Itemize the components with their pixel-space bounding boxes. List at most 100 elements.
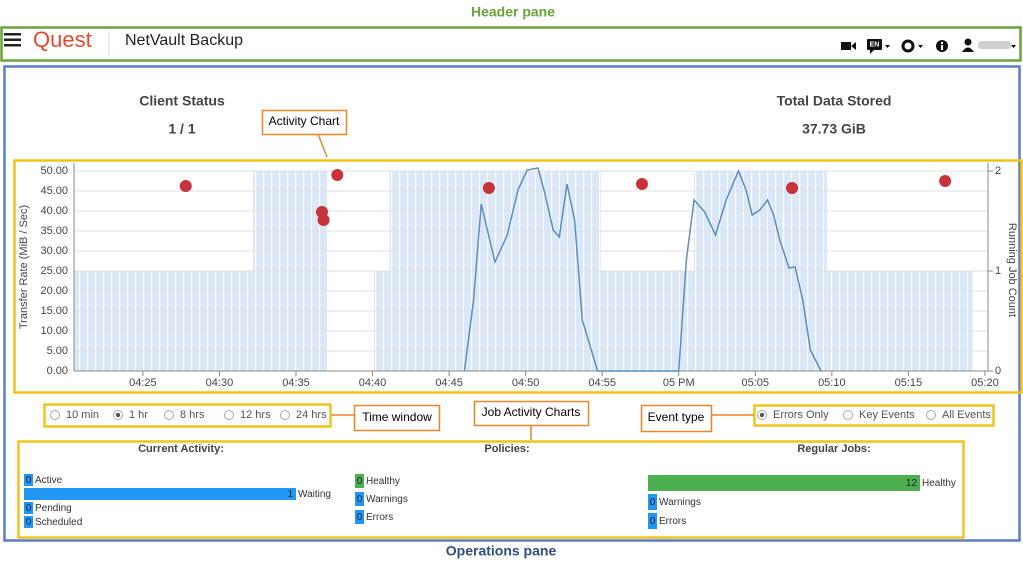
bar-label: Errors xyxy=(366,512,393,523)
bar-value: 0 xyxy=(650,497,656,508)
radio-button[interactable] xyxy=(280,410,290,420)
x-tick-label: 04:45 xyxy=(435,377,463,389)
job-bar xyxy=(355,510,364,524)
x-tick-label: 05 PM xyxy=(663,377,695,389)
job-bar xyxy=(24,516,33,528)
radio-label[interactable]: Key Events xyxy=(859,409,915,421)
operations-pane xyxy=(3,65,1021,542)
job-bar xyxy=(648,513,657,529)
logo[interactable]: Quest xyxy=(33,27,92,52)
job-bar xyxy=(24,474,33,486)
bar-label: Pending xyxy=(35,503,72,514)
radio-label[interactable]: 12 hrs xyxy=(240,409,271,421)
bar-value: 1 xyxy=(287,489,293,500)
job-bar xyxy=(355,474,364,488)
job-count-bar xyxy=(600,271,695,371)
radio-button[interactable] xyxy=(926,410,936,420)
user-menu[interactable] xyxy=(962,38,1016,53)
video-icon[interactable] xyxy=(841,42,856,50)
bar-label: Warnings xyxy=(659,497,701,508)
highlight-box xyxy=(43,403,332,428)
radio-button[interactable] xyxy=(843,410,853,420)
y-tick-label: 35.00 xyxy=(40,225,68,237)
radio-dot xyxy=(759,412,765,418)
bar-label: Errors xyxy=(659,516,686,527)
y2-tick-label: 2 xyxy=(995,165,1001,177)
job-count-bar xyxy=(827,271,973,371)
bar-label: Healthy xyxy=(922,478,956,489)
callout xyxy=(640,404,713,433)
y2-tick-label: 0 xyxy=(995,365,1001,377)
radio-label[interactable]: Errors Only xyxy=(773,409,829,421)
radio-label[interactable]: All Events xyxy=(942,409,991,421)
bar-value: 0 xyxy=(26,517,32,528)
y-axis-label: Transfer Rate (MiB / Sec) xyxy=(18,205,30,329)
language-label: EN xyxy=(870,41,880,48)
chart-title: Regular Jobs: xyxy=(797,443,870,455)
menu-button[interactable] xyxy=(4,33,21,47)
y-tick-label: 30.00 xyxy=(40,245,68,257)
y-tick-label: 15.00 xyxy=(40,305,68,317)
y-tick-label: 10.00 xyxy=(40,325,68,337)
x-tick-label: 05:15 xyxy=(895,377,923,389)
job-count-bar xyxy=(74,271,254,371)
event-point[interactable] xyxy=(482,182,495,194)
bar-label: Scheduled xyxy=(35,517,82,528)
job-bar xyxy=(24,502,33,514)
highlight-box xyxy=(13,159,1023,394)
y-tick-label: 40.00 xyxy=(40,205,68,217)
job-bar xyxy=(24,488,296,500)
x-tick-label: 04:50 xyxy=(512,377,540,389)
job-bar xyxy=(648,475,920,491)
controls: 10 min 1 hr 8 hrs 12 hrs 24 hrs Errors Only Ke… xyxy=(50,409,991,421)
radio-label[interactable]: 24 hrs xyxy=(296,409,327,421)
annotation: Header pane xyxy=(471,4,555,20)
annotation: Event type xyxy=(648,410,705,424)
bar-label: Healthy xyxy=(366,476,400,487)
bar-value: 0 xyxy=(357,512,363,523)
radio-label[interactable]: 8 hrs xyxy=(180,409,205,421)
callout-pointer xyxy=(317,133,328,158)
radio-button[interactable] xyxy=(164,410,174,420)
bar-value: 0 xyxy=(26,503,32,514)
callout xyxy=(261,109,348,136)
y-tick-label: 25.00 xyxy=(40,265,68,277)
status-value: 1 / 1 xyxy=(168,121,195,137)
annotation: Time window xyxy=(362,410,432,424)
bar-value: 0 xyxy=(26,475,32,486)
settings-icon[interactable] xyxy=(901,39,923,53)
radio-button[interactable] xyxy=(50,410,60,420)
x-tick-label: 04:25 xyxy=(129,377,157,389)
event-point[interactable] xyxy=(179,180,192,192)
bar-value: 12 xyxy=(906,478,918,489)
event-point[interactable] xyxy=(317,214,330,226)
event-point[interactable] xyxy=(939,175,952,187)
y2-axis-label: Running Job Count xyxy=(1006,223,1018,317)
bar-value: 0 xyxy=(357,494,363,505)
radio-button[interactable] xyxy=(224,410,234,420)
event-point[interactable] xyxy=(331,169,344,181)
radio-label[interactable]: 10 min xyxy=(66,409,99,421)
job-bar xyxy=(355,492,364,506)
y-tick-label: 5.00 xyxy=(47,345,68,357)
callout xyxy=(473,400,590,427)
event-point[interactable] xyxy=(635,178,648,190)
job-count-bar xyxy=(374,271,390,371)
x-tick-label: 05:20 xyxy=(971,377,999,389)
bar-value: 0 xyxy=(357,476,363,487)
info-icon[interactable] xyxy=(936,40,948,52)
job-bar xyxy=(648,494,657,510)
y-tick-label: 50.00 xyxy=(40,165,68,177)
radio-label[interactable]: 1 hr xyxy=(129,409,148,421)
y-tick-label: 0.00 xyxy=(47,365,68,377)
x-tick-label: 04:40 xyxy=(359,377,387,389)
y2-tick-label: 1 xyxy=(995,265,1001,277)
event-point[interactable] xyxy=(786,182,799,194)
annotation: Operations pane xyxy=(446,543,557,559)
radio-dot xyxy=(115,412,121,418)
highlight-box xyxy=(17,440,965,539)
language-menu[interactable]: EN xyxy=(867,39,890,54)
x-tick-label: 05:05 xyxy=(742,377,770,389)
